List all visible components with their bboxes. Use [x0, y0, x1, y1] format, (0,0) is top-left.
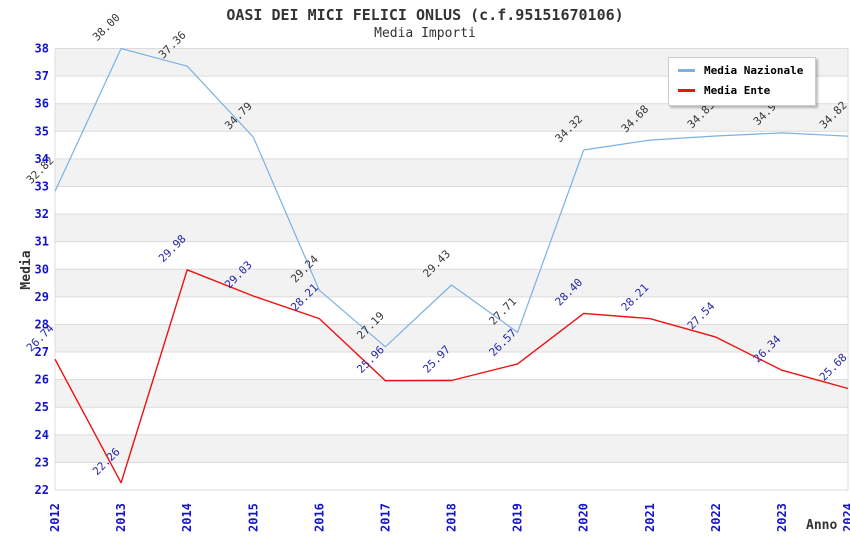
value-label-media-ente: 25.68 — [817, 351, 850, 384]
y-tick-label: 24 — [35, 428, 49, 442]
y-tick-group: 22 23 24 25 26 27 28 29 30 31 32 33 34 35 36 37 38 — [35, 42, 49, 498]
series-line-media-ente — [54, 269, 849, 484]
x-tick-label: 2018 — [445, 503, 459, 532]
y-tick-label: 36 — [35, 97, 49, 111]
x-tick-label: 2016 — [312, 503, 326, 532]
x-tick-label: 2017 — [378, 503, 392, 532]
legend-label: Media Ente — [704, 84, 771, 97]
x-tick-label: 2024 — [841, 503, 850, 532]
chart-subtitle: Media Importi — [374, 26, 476, 41]
series-line-media-nazionale — [54, 47, 849, 348]
y-tick-label: 30 — [35, 262, 49, 276]
x-tick-label: 2015 — [246, 503, 260, 532]
legend-line-swatch-icon — [678, 69, 695, 72]
plot-band — [55, 269, 848, 297]
x-tick-label: 2013 — [114, 503, 128, 532]
x-tick-label: 2020 — [577, 503, 591, 532]
y-tick-label: 22 — [35, 483, 49, 497]
x-tick-label: 2021 — [643, 503, 657, 532]
x-tick-label: 2022 — [709, 503, 723, 532]
plot-band — [55, 434, 848, 463]
y-tick-label: 32 — [35, 207, 49, 221]
gridline-group — [54, 48, 849, 491]
y-tick-label: 33 — [35, 179, 49, 193]
y-tick-label: 27 — [35, 345, 49, 359]
plot-band — [55, 103, 848, 132]
band-group — [55, 48, 848, 463]
x-tick-label: 2019 — [511, 503, 525, 532]
y-tick-label: 38 — [35, 42, 49, 56]
plot-band — [55, 158, 848, 187]
plot-band — [55, 324, 848, 353]
y-tick-label: 34 — [35, 152, 49, 166]
x-tick-label: 2023 — [775, 503, 789, 532]
series-line-group — [54, 47, 849, 484]
plot-band — [55, 379, 848, 408]
y-axis-title: Media — [19, 250, 34, 289]
legend-item-media-ente: Media Ente — [678, 84, 803, 97]
y-tick-label: 29 — [35, 290, 49, 304]
y-tick-label: 37 — [35, 69, 49, 83]
x-tick-group: 2012 2013 2014 2015 2016 2017 2018 2019 2020 2021… — [48, 503, 850, 532]
x-axis-title: Anno — [806, 518, 837, 533]
chart-title: OASI DEI MICI FELICI ONLUS (c.f.95151670… — [226, 6, 624, 24]
x-tick-label: 2014 — [180, 503, 194, 532]
y-tick-label: 23 — [35, 455, 49, 469]
legend-item-media-nazionale: Media Nazionale — [678, 64, 803, 77]
y-tick-label: 35 — [35, 124, 49, 138]
legend-line-swatch-icon — [678, 89, 695, 92]
value-label-media-nazionale: 27.71 — [487, 295, 520, 328]
y-tick-label: 25 — [35, 400, 49, 414]
y-tick-label: 28 — [35, 317, 49, 331]
y-tick-label: 26 — [35, 373, 49, 387]
legend: Media Nazionale Media Ente — [668, 57, 817, 106]
y-tick-label: 31 — [35, 235, 49, 249]
plot-band — [55, 214, 848, 242]
legend-label: Media Nazionale — [704, 64, 804, 77]
x-tick-label: 2012 — [48, 503, 62, 532]
value-label-media-nazionale: 38.00 — [90, 11, 123, 44]
